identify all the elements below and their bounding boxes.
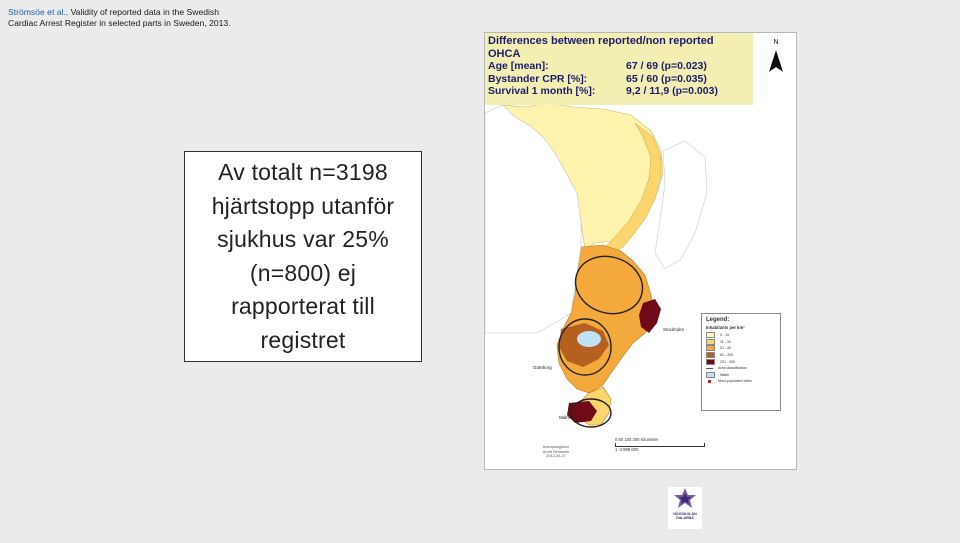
star-logo-icon	[674, 488, 696, 508]
main-text-line: Av totalt n=3198	[218, 159, 388, 185]
statistics-value: 67 / 69 (p=0.023)	[626, 60, 707, 72]
main-text-box: Av totalt n=3198 hjärtstopp utanför sjuk…	[184, 151, 422, 362]
legend-item-label: Water	[720, 372, 730, 377]
scale-ticks: 0 50 100 200 Kilometer	[615, 437, 659, 442]
legend-item-label: 11 - 30	[720, 339, 731, 344]
statistics-box: Differences between reported/non reporte…	[485, 33, 753, 105]
hogskolan-dalarna-logo: HÖGSKOLAN DALARNA	[668, 487, 702, 529]
map-legend: Legend: Inhabitants per km² 0 - 10 11 - …	[701, 313, 781, 411]
statistics-row: Bystander CPR [%]: 65 / 60 (p=0.035)	[488, 73, 750, 86]
city-label: Stockholm	[663, 327, 684, 332]
north-arrow-icon	[769, 50, 783, 72]
map-region-stockholm	[639, 299, 661, 333]
study-area-circle	[574, 255, 644, 315]
statistics-label: Survival 1 month [%]:	[488, 85, 596, 97]
citation: Strömsöe et al., Validity of reported da…	[8, 7, 248, 29]
credit-line: 2012-04-27	[546, 454, 566, 459]
map-lake	[577, 331, 601, 347]
legend-item: Area classification	[706, 365, 776, 372]
legend-item-label: Most populated cities	[718, 379, 752, 384]
map-neighbour	[485, 104, 582, 334]
main-text: Av totalt n=3198 hjärtstopp utanför sjuk…	[212, 156, 395, 357]
legend-item-label: Area classification	[718, 366, 747, 371]
sweden-map	[485, 102, 708, 428]
statistics-value: 65 / 60 (p=0.035)	[626, 72, 707, 85]
map-finland	[654, 140, 708, 270]
map-legend-subtitle: Inhabitants per km²	[706, 325, 745, 330]
statistics-value: 9,2 / 11,9 (p=0.003)	[626, 85, 718, 97]
main-text-line: registret	[260, 326, 346, 353]
north-arrow: N	[763, 39, 789, 79]
scale-bar: 0 50 100 200 Kilometer 1 :4 988 000	[615, 437, 705, 452]
statistics-label: Age [mean]:	[488, 60, 549, 72]
legend-item: Most populated cities	[706, 378, 776, 385]
scale-bar-line	[615, 443, 705, 447]
map-credits: Antropologi/kun Arndt Strömsöe 2012-04-2…	[531, 445, 581, 459]
logo-name-line: DALARNA	[676, 516, 694, 520]
statistics-label: Bystander CPR [%]:	[488, 72, 588, 85]
statistics-row: Age [mean]: 67 / 69 (p=0.023)	[488, 60, 750, 73]
main-text-line: (n=800) ej	[249, 259, 357, 286]
main-text-line: sjukhus var 25%	[217, 226, 389, 252]
legend-item: 61 - 200	[706, 352, 776, 359]
statistics-row: Survival 1 month [%]: 9,2 / 11,9 (p=0.00…	[488, 85, 750, 98]
legend-item: 201 - 300	[706, 358, 776, 365]
scale-ratio: 1 :4 988 000	[615, 447, 639, 452]
map-region-malmo	[567, 401, 597, 423]
legend-item-label: 61 - 200	[720, 353, 734, 358]
citation-title: Validity of reported data in the Swedish…	[8, 7, 231, 28]
legend-item-label: 201 - 300	[720, 359, 736, 364]
legend-item-label: 0 - 10	[720, 333, 730, 338]
study-area-circle	[558, 318, 612, 376]
legend-item: 0 - 10	[706, 332, 776, 339]
sweden-map-figure: Differences between reported/non reporte…	[484, 32, 797, 470]
main-text-line: hjärtstopp utanför	[211, 192, 395, 219]
city-labels: Stockholm Göteborg Malmö	[533, 327, 684, 420]
citation-authors: Strömsöe et al.,	[8, 7, 69, 17]
statistics-heading: Differences between reported/non reporte…	[488, 35, 714, 47]
study-area-circle	[570, 398, 612, 428]
legend-item: Water	[706, 371, 776, 379]
credit-line: Antropologi/kun	[542, 445, 570, 449]
north-label: N	[773, 39, 779, 46]
logo-name-line: HÖGSKOLAN	[673, 512, 697, 516]
city-label: Göteborg	[533, 365, 552, 370]
statistics-subheading: OHCA	[488, 47, 521, 60]
logo-name: HÖGSKOLAN DALARNA	[673, 512, 696, 520]
legend-item-label: 31 - 60	[720, 346, 732, 351]
map-legend-title: Legend:	[706, 317, 730, 323]
city-label: Malmö	[559, 415, 573, 420]
main-text-line: rapporterat till	[231, 293, 375, 319]
credit-line: Arndt Strömsöe	[542, 449, 570, 454]
legend-item: 11 - 30	[706, 338, 776, 346]
legend-item: 31 - 60	[706, 345, 776, 352]
